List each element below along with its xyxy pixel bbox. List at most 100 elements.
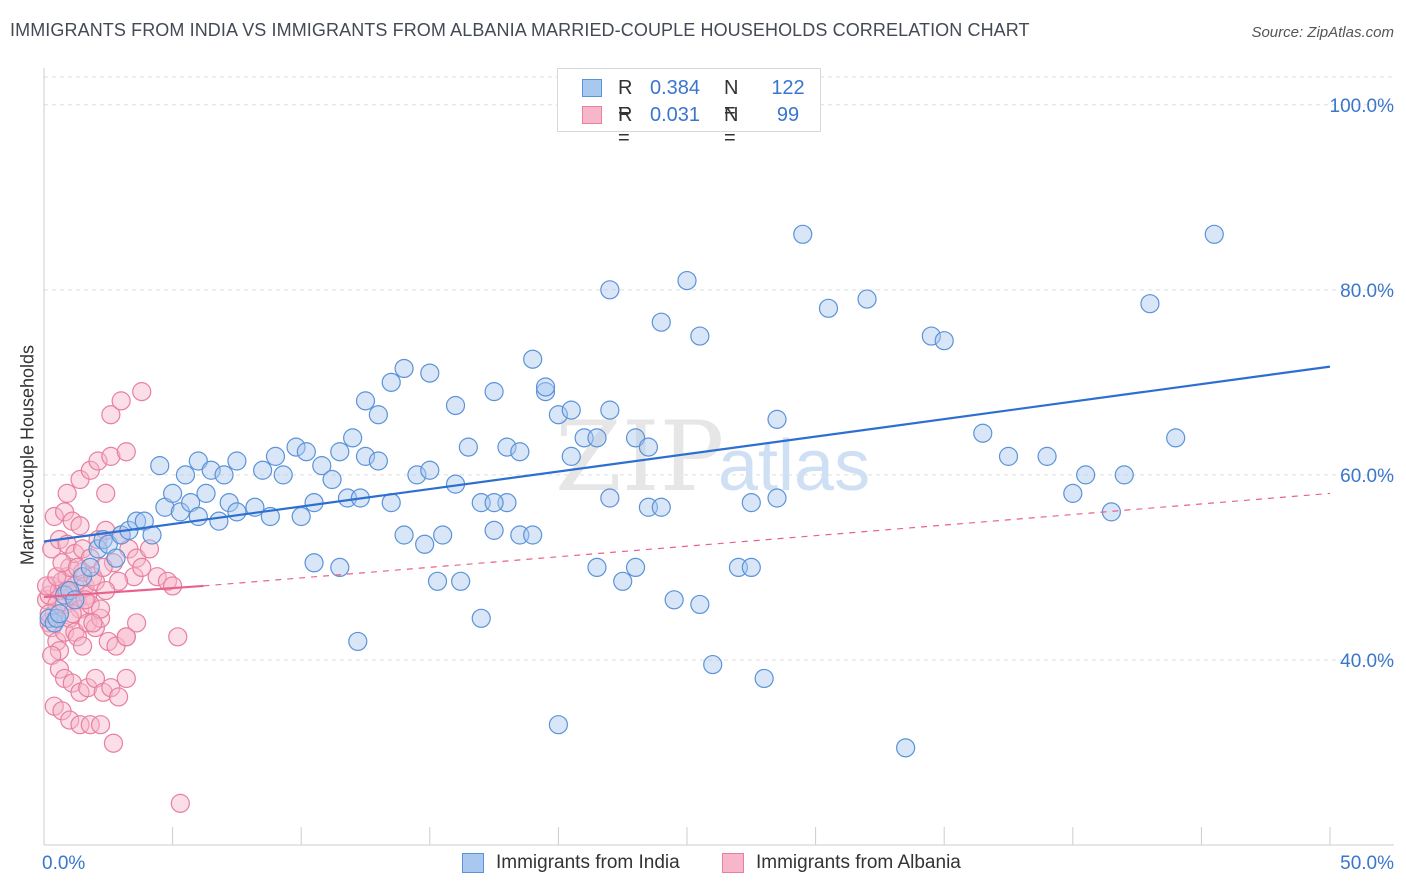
albania-point xyxy=(132,557,152,578)
india-point xyxy=(196,483,216,503)
india-point xyxy=(703,654,723,675)
albania-point xyxy=(88,451,108,471)
india-point xyxy=(1166,428,1186,448)
india-point xyxy=(126,511,147,531)
albania-points xyxy=(36,382,190,813)
india-trend-line xyxy=(43,365,1331,543)
albania-point xyxy=(101,405,121,425)
india-point xyxy=(1114,465,1134,485)
india-point xyxy=(150,456,170,476)
india-point xyxy=(548,405,569,425)
albania-point xyxy=(126,548,147,568)
india-legend-label: Immigrants from India xyxy=(496,852,680,873)
india-point xyxy=(1076,465,1096,485)
india-point xyxy=(741,493,761,513)
india-point xyxy=(407,465,427,485)
india-point xyxy=(587,557,607,578)
albania-legend-swatch xyxy=(722,853,744,873)
india-point xyxy=(535,382,556,402)
india-point xyxy=(896,738,916,758)
r-value: 0.031 xyxy=(650,104,701,126)
albania-point xyxy=(83,613,103,633)
india-point xyxy=(600,488,620,508)
albania-point xyxy=(126,613,147,633)
india-point xyxy=(484,493,504,513)
india-point xyxy=(1140,294,1160,314)
india-point xyxy=(214,465,234,485)
india-point xyxy=(497,437,517,457)
r-label: R = xyxy=(618,104,633,149)
correlation-legend: R = 0.384 N = 122 R = 0.031 N = 99 xyxy=(557,68,821,149)
india-legend-swatch xyxy=(462,853,484,873)
india-point xyxy=(273,465,293,485)
india-point xyxy=(291,506,311,527)
india-point xyxy=(330,442,350,462)
albania-point xyxy=(72,636,93,656)
india-point xyxy=(690,594,710,615)
india-point xyxy=(227,502,247,522)
india-point xyxy=(561,446,581,466)
albania-point xyxy=(147,567,167,587)
india-point xyxy=(433,525,453,545)
india-point xyxy=(368,405,388,425)
india-point xyxy=(471,608,491,628)
india-point xyxy=(209,511,229,531)
india-point xyxy=(934,331,954,351)
albania-point xyxy=(111,391,131,411)
albania-point xyxy=(52,553,72,573)
albania-point xyxy=(96,580,116,601)
grid-lines xyxy=(44,76,1394,661)
india-point xyxy=(265,446,286,466)
india-point xyxy=(664,590,684,610)
albania-point xyxy=(108,687,129,707)
india-point xyxy=(651,312,671,332)
india-point xyxy=(523,525,543,545)
india-point xyxy=(600,400,620,420)
india-point xyxy=(561,400,581,420)
albania-point xyxy=(60,710,80,730)
y-tick-label: 60.0% xyxy=(1340,466,1394,487)
watermark-atlas: atlas xyxy=(718,426,870,506)
albania-point xyxy=(57,483,77,503)
india-point xyxy=(304,553,324,573)
india-point xyxy=(1063,483,1083,503)
india-point xyxy=(451,571,471,591)
india-point xyxy=(651,497,671,517)
india-point xyxy=(304,493,324,513)
india-point xyxy=(394,358,414,379)
india-point xyxy=(523,349,543,369)
india-point xyxy=(381,372,401,392)
india-point xyxy=(106,548,126,568)
india-point xyxy=(343,428,363,448)
india-point xyxy=(677,270,697,291)
albania-point xyxy=(70,516,90,536)
trend-lines xyxy=(43,365,1331,599)
n-label: N = xyxy=(724,104,739,149)
albania-swatch xyxy=(582,106,602,124)
india-point xyxy=(286,437,306,457)
y-tick-labels: 40.0% 60.0% 80.0% 100.0% xyxy=(1330,96,1395,672)
source-label: Source: ZipAtlas.com xyxy=(1251,24,1394,41)
chart-title: IMMIGRANTS FROM INDIA VS IMMIGRANTS FROM… xyxy=(10,20,1030,40)
albania-legend-label: Immigrants from Albania xyxy=(756,852,961,873)
india-point xyxy=(348,631,368,652)
india-point xyxy=(754,668,774,689)
india-point xyxy=(510,442,530,462)
india-point xyxy=(741,557,761,578)
india-point xyxy=(312,456,332,476)
india-point xyxy=(548,715,569,735)
india-point xyxy=(420,363,440,383)
y-tick-label: 80.0% xyxy=(1340,281,1394,302)
albania-point xyxy=(108,571,129,591)
r-label: R = xyxy=(618,77,633,122)
india-point xyxy=(484,382,504,402)
albania-point xyxy=(103,733,124,753)
albania-point xyxy=(96,483,116,503)
n-value: 122 xyxy=(771,77,805,99)
n-value: 99 xyxy=(776,104,800,126)
india-point xyxy=(188,451,208,471)
india-point xyxy=(690,326,710,346)
y-tick-label: 40.0% xyxy=(1340,651,1394,672)
albania-point xyxy=(70,715,90,735)
